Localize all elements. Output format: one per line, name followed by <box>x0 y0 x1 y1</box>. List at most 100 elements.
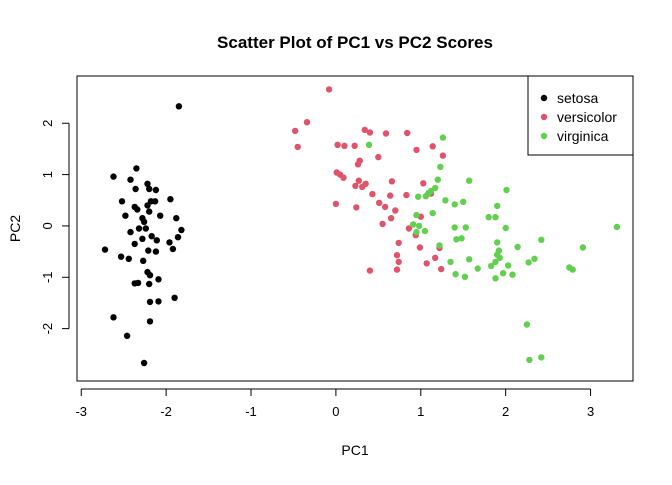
data-point-versicolor <box>352 182 359 190</box>
data-point-versicolor <box>387 192 394 199</box>
data-point-virginica <box>452 271 459 278</box>
legend-marker-virginica <box>540 132 548 140</box>
data-point-setosa <box>146 318 154 325</box>
data-point-virginica <box>451 224 458 231</box>
data-point-versicolor <box>438 265 445 273</box>
legend: setosa versicolor virginica <box>527 75 634 156</box>
data-point-setosa <box>146 298 154 306</box>
data-point-versicolor <box>292 127 299 135</box>
data-point-setosa <box>155 276 162 283</box>
data-point-virginica <box>436 242 443 249</box>
legend-label-virginica: virginica <box>557 128 609 144</box>
data-point-versicolor <box>395 258 402 266</box>
data-point-setosa <box>140 359 148 367</box>
data-point-versicolor <box>353 204 360 211</box>
data-point-setosa <box>171 294 178 301</box>
data-point-virginica <box>461 273 469 280</box>
legend-label-versicolor: versicolor <box>557 109 617 125</box>
data-point-setosa <box>131 280 138 287</box>
data-point-setosa <box>148 233 155 240</box>
data-point-virginica <box>437 163 444 171</box>
y-axis-label: PC2 <box>7 215 23 242</box>
data-point-versicolor <box>381 203 389 211</box>
data-point-virginica <box>509 271 516 278</box>
data-point-virginica <box>415 193 422 200</box>
data-point-virginica <box>451 201 458 208</box>
data-point-virginica <box>462 224 469 231</box>
data-point-setosa <box>155 298 162 305</box>
data-point-versicolor <box>379 220 386 228</box>
data-point-setosa <box>127 228 134 236</box>
data-point-virginica <box>492 214 499 221</box>
data-point-setosa <box>142 225 149 232</box>
data-point-virginica <box>514 243 521 251</box>
y-tick-label: 2 <box>40 120 55 127</box>
data-point-versicolor <box>375 153 382 161</box>
data-point-virginica <box>474 265 481 272</box>
data-point-virginica <box>523 321 531 328</box>
data-points <box>101 86 621 367</box>
data-point-setosa <box>157 212 164 219</box>
data-point-versicolor <box>351 142 358 149</box>
data-point-versicolor <box>359 183 366 191</box>
data-point-versicolor <box>429 143 436 150</box>
data-point-setosa <box>173 215 180 222</box>
data-point-setosa <box>123 332 131 339</box>
data-point-virginica <box>415 222 423 230</box>
data-point-setosa <box>139 235 146 242</box>
data-point-setosa <box>144 268 151 276</box>
data-point-virginica <box>453 236 460 243</box>
data-point-virginica <box>458 235 465 242</box>
data-point-setosa <box>122 212 129 219</box>
data-point-setosa <box>140 257 147 264</box>
data-point-setosa <box>146 185 153 193</box>
data-point-versicolor <box>387 215 395 222</box>
data-point-versicolor <box>382 130 390 137</box>
chart-title: Scatter Plot of PC1 vs PC2 Scores <box>217 33 493 52</box>
data-point-setosa <box>153 237 160 244</box>
data-point-virginica <box>429 209 436 217</box>
data-point-setosa <box>118 198 126 205</box>
data-point-setosa <box>134 206 141 213</box>
data-point-virginica <box>494 202 501 210</box>
data-point-setosa <box>135 225 143 232</box>
data-point-versicolor <box>303 119 311 126</box>
data-point-virginica <box>488 262 495 270</box>
data-point-versicolor <box>355 177 362 184</box>
data-point-setosa <box>144 180 151 187</box>
x-tick-label: 3 <box>587 404 594 419</box>
y-tick-label: 1 <box>40 171 55 178</box>
x-tick-label: 1 <box>417 404 424 419</box>
data-point-virginica <box>421 227 429 235</box>
data-point-setosa <box>132 185 139 193</box>
x-tick-label: 0 <box>332 404 339 419</box>
data-point-versicolor <box>361 126 368 134</box>
data-point-versicolor <box>439 152 447 159</box>
data-point-versicolor <box>420 180 427 187</box>
data-point-virginica <box>526 356 533 364</box>
data-point-setosa <box>175 103 183 110</box>
data-point-versicolor <box>416 244 424 251</box>
data-point-versicolor <box>423 260 430 267</box>
data-point-setosa <box>110 314 117 321</box>
data-point-versicolor <box>393 252 401 259</box>
data-point-versicolor <box>388 178 396 185</box>
x-tick-label: -3 <box>75 404 87 419</box>
data-point-virginica <box>422 193 430 200</box>
data-point-setosa <box>146 280 153 288</box>
data-point-versicolor <box>340 174 347 181</box>
y-tick-label: 0 <box>40 222 55 229</box>
data-point-setosa <box>174 234 182 241</box>
data-point-virginica <box>413 228 420 236</box>
data-point-versicolor <box>413 146 420 154</box>
data-point-setosa <box>133 165 140 172</box>
data-point-virginica <box>494 239 501 246</box>
legend-marker-versicolor <box>540 113 548 121</box>
data-point-virginica <box>499 270 507 277</box>
data-point-virginica <box>613 223 621 231</box>
data-point-virginica <box>447 258 454 266</box>
y-tick-label: -1 <box>40 271 55 283</box>
data-point-setosa <box>127 176 134 183</box>
data-point-setosa <box>178 226 185 234</box>
